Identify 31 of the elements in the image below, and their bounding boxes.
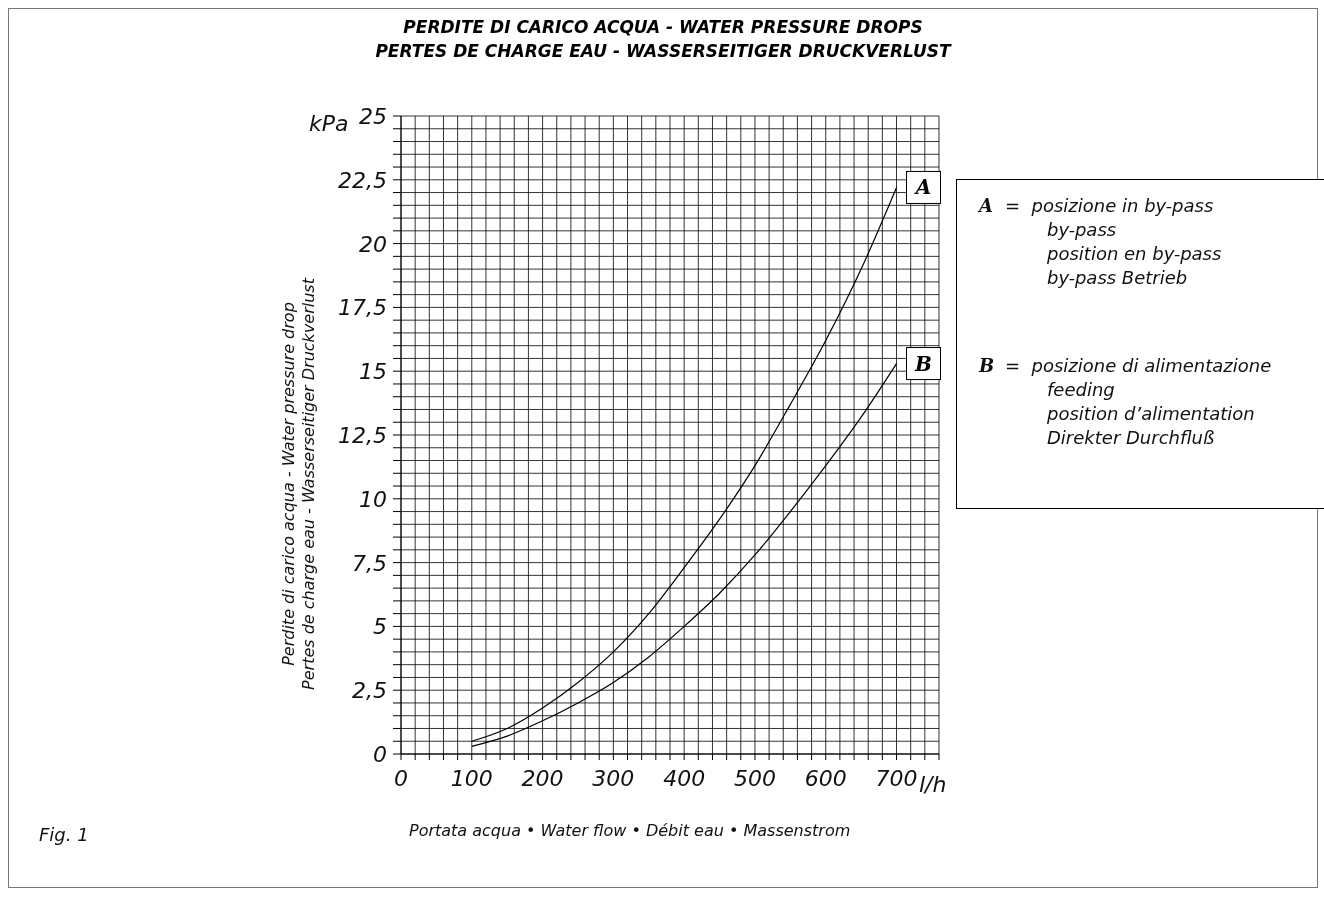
y-tick-label: 22,5 <box>338 167 387 193</box>
y-tick-label: 0 <box>373 742 387 767</box>
y-tick-label: 12,5 <box>338 423 387 448</box>
x-tick-label: 0 <box>394 766 408 791</box>
text: A <box>979 195 993 216</box>
x-tick-label: 100 <box>450 766 493 791</box>
chart-title: PERDITE DI CARICO ACQUA - WATER PRESSURE DROPS PERTES DE CHARGE EAU - WASSERSEITIGER DRUCKVERLUST <box>374 16 953 63</box>
y-tick-label: 25 <box>359 104 387 129</box>
y-tick-label: 15 <box>359 359 387 385</box>
x-tick-label: 500 <box>733 766 776 791</box>
text: = posizione in by-pass by-pass position en by-pass by-pass Betrieb <box>1005 194 1222 290</box>
series-label: A <box>913 175 932 200</box>
x-tick-label: 600 <box>804 766 847 791</box>
x-tick-label: 700 <box>875 766 918 791</box>
y-tick-label: 5 <box>373 614 387 640</box>
caption: Fig. 1 <box>39 824 89 845</box>
y-axis-title: Perdite di carico acqua - Water pressure drop Pertes de charge eau - Wasserseitiger Druckverlust <box>279 278 318 690</box>
text: kPa <box>309 111 349 136</box>
y-tick-label: 7,5 <box>352 550 387 576</box>
y-tick-label: 2,5 <box>352 678 387 704</box>
y-tick-label: 20 <box>359 231 387 257</box>
text: = posizione di alimentazione feeding position d’alimentation Direkter Durchfluß <box>1005 354 1272 450</box>
x-tick-label: 400 <box>663 766 706 791</box>
legend-label: B <box>979 354 996 378</box>
x-tick-label: 200 <box>521 766 564 791</box>
y-tick-label: 17,5 <box>338 295 387 321</box>
x-tick-label: 300 <box>592 766 635 791</box>
text: B <box>915 351 932 376</box>
text: l/h <box>919 772 947 797</box>
y-tick-label: 10 <box>359 486 387 512</box>
x-axis-title: Portata acqua • Water flow • Débit eau • Massenstrom <box>409 821 851 840</box>
